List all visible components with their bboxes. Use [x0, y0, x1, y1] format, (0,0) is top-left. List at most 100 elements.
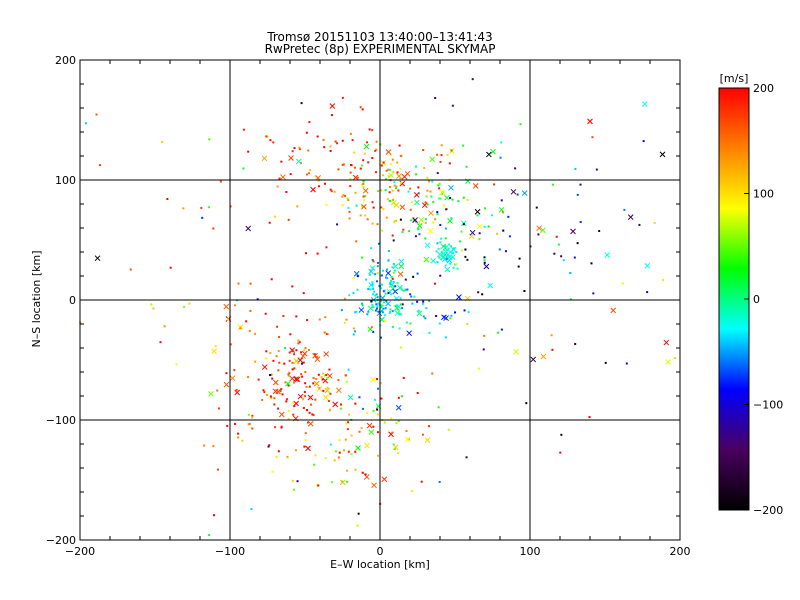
dot-marker	[455, 262, 458, 265]
dot-marker	[226, 318, 229, 321]
dot-marker	[308, 385, 311, 388]
dot-marker	[376, 408, 379, 411]
dot-marker	[426, 176, 429, 179]
dot-marker	[436, 261, 439, 264]
dot-marker	[272, 141, 275, 144]
dot-marker	[376, 378, 379, 381]
dot-marker	[363, 199, 366, 202]
dot-marker	[273, 403, 276, 406]
dot-marker	[366, 141, 369, 144]
x-marker	[444, 266, 451, 273]
dot-marker	[312, 377, 315, 380]
x-marker	[429, 156, 436, 163]
dot-marker	[409, 187, 412, 190]
dot-marker	[344, 374, 347, 377]
dot-marker	[361, 302, 364, 305]
dot-marker	[498, 248, 501, 251]
dot-marker	[341, 480, 344, 483]
dot-marker	[337, 168, 340, 171]
dot-marker	[325, 203, 328, 206]
dot-marker	[362, 180, 365, 183]
dot-marker	[264, 312, 267, 315]
dot-marker	[392, 170, 395, 173]
dot-marker	[449, 262, 452, 265]
dot-marker	[362, 182, 365, 185]
dot-marker	[517, 265, 520, 268]
dot-marker	[326, 332, 329, 335]
dot-marker	[623, 208, 626, 211]
dot-marker	[352, 327, 355, 330]
dot-marker	[356, 273, 359, 276]
x-marker	[447, 218, 453, 224]
dot-marker	[375, 171, 378, 174]
dot-marker	[375, 280, 378, 283]
dot-marker	[501, 211, 504, 214]
dot-marker	[251, 414, 254, 417]
x-marker	[521, 190, 528, 196]
dot-marker	[229, 205, 232, 208]
x-tick-label: −100	[215, 545, 245, 558]
dot-marker	[440, 250, 443, 253]
x-marker	[388, 172, 394, 179]
dot-marker	[270, 278, 273, 281]
dot-marker	[444, 244, 447, 247]
dot-marker	[439, 160, 442, 163]
dot-marker	[440, 237, 443, 240]
dot-marker	[150, 303, 153, 306]
dot-marker	[201, 216, 204, 219]
dot-marker	[425, 195, 428, 198]
dot-marker	[306, 319, 309, 322]
dot-marker	[383, 421, 386, 424]
x-marker	[355, 445, 361, 451]
dot-marker	[84, 122, 87, 125]
dot-marker	[323, 374, 326, 377]
x-marker	[352, 174, 359, 181]
dot-marker	[283, 362, 286, 365]
x-marker	[416, 223, 423, 229]
dot-marker	[376, 307, 379, 310]
dot-marker	[304, 395, 307, 398]
dot-marker	[316, 355, 319, 358]
x-marker	[362, 187, 369, 194]
dot-marker	[428, 331, 431, 334]
dot-marker	[393, 219, 396, 222]
dot-marker	[379, 300, 382, 303]
dot-marker	[362, 186, 365, 189]
dot-marker	[502, 229, 505, 232]
dot-marker	[323, 182, 326, 185]
dot-marker	[277, 407, 280, 410]
dot-marker	[292, 401, 295, 404]
dot-marker	[217, 468, 220, 471]
dot-marker	[316, 252, 319, 255]
dot-marker	[350, 452, 353, 455]
dot-marker	[439, 274, 442, 277]
dot-marker	[604, 361, 607, 364]
dot-marker	[282, 315, 285, 318]
x-marker	[310, 186, 316, 193]
dot-marker	[372, 330, 375, 333]
dot-marker	[429, 190, 432, 193]
dot-marker	[358, 396, 361, 399]
x-marker	[430, 257, 437, 264]
x-marker	[427, 228, 434, 234]
dot-marker	[345, 380, 348, 383]
dot-marker	[308, 411, 311, 414]
dot-marker	[559, 451, 562, 454]
dot-marker	[557, 243, 560, 246]
dot-marker	[234, 422, 237, 425]
x-marker	[412, 217, 418, 224]
x-marker	[392, 288, 399, 295]
dot-marker	[341, 139, 344, 142]
dot-marker	[423, 166, 426, 169]
dot-marker	[359, 106, 362, 109]
dot-marker	[284, 381, 287, 384]
dot-marker	[348, 413, 351, 416]
dot-marker	[288, 359, 291, 362]
dot-marker	[214, 345, 217, 348]
dot-marker	[389, 185, 392, 188]
dot-marker	[356, 176, 359, 179]
dot-marker	[399, 181, 402, 184]
dot-marker	[321, 378, 324, 381]
dot-marker	[362, 195, 365, 198]
y-axis-label: N–S location [km]	[30, 250, 43, 347]
